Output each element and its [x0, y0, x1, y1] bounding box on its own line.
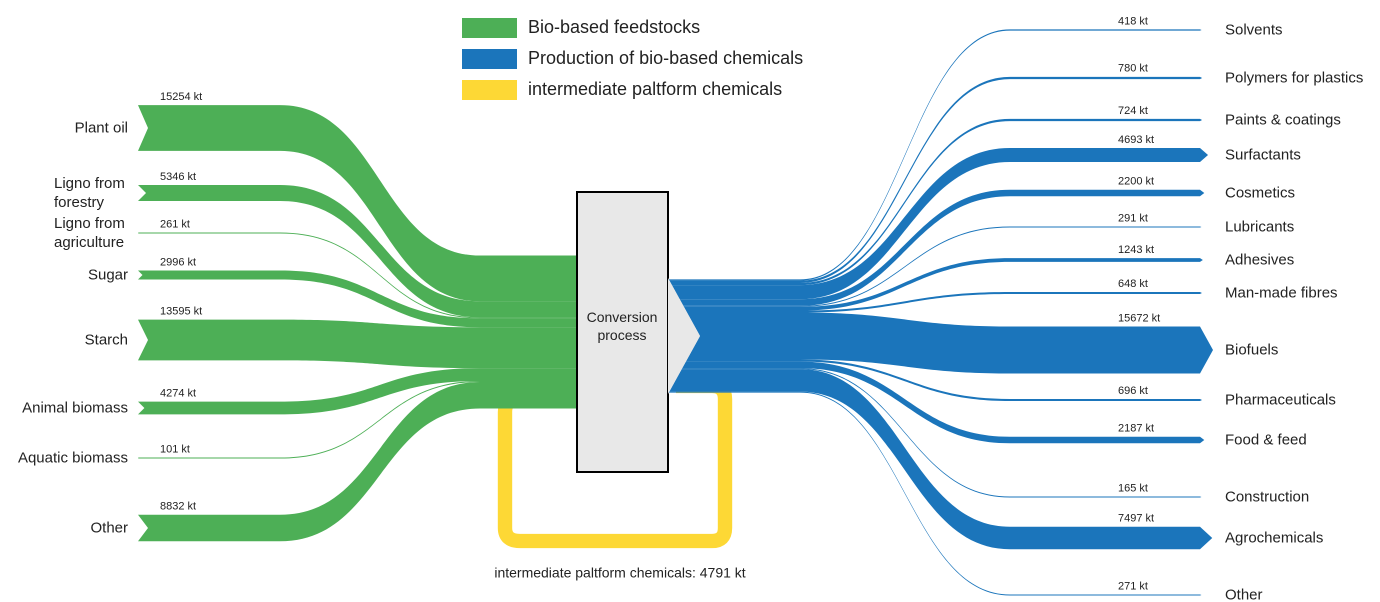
target-label: Cosmetics	[1225, 184, 1296, 202]
target-value-label: 696 kt	[1118, 385, 1148, 397]
legend-swatch	[462, 80, 517, 100]
target-label: Lubricants	[1225, 218, 1295, 236]
target-label: Other	[1225, 586, 1263, 602]
target-label: Pharmaceuticals	[1225, 391, 1336, 409]
source-value-label: 101 kt	[160, 443, 190, 455]
source-label: Ligno from forestry	[54, 175, 125, 211]
conversion-box	[576, 191, 669, 473]
target-flow	[668, 312, 1213, 374]
target-label: Construction	[1225, 488, 1310, 506]
source-flow	[138, 270, 580, 328]
target-label: Man-made fibres	[1225, 284, 1338, 302]
source-flow	[138, 368, 580, 415]
source-flow	[138, 105, 580, 302]
legend-label: intermediate paltform chemicals	[528, 79, 782, 99]
legend-swatch	[462, 49, 517, 69]
target-value-label: 780 kt	[1118, 63, 1148, 75]
loop-label: intermediate paltform chemicals: 4791 kt	[494, 565, 745, 581]
target-value-label: 7497 kt	[1118, 513, 1154, 525]
target-value-label: 2187 kt	[1118, 423, 1154, 435]
target-label: Agrochemicals	[1225, 529, 1324, 547]
target-value-label: 418 kt	[1118, 15, 1148, 27]
target-value-label: 4693 kt	[1118, 134, 1154, 146]
target-value-label: 724 kt	[1118, 105, 1148, 117]
source-label: Aquatic biomass	[17, 449, 128, 467]
source-value-label: 261 kt	[160, 218, 190, 230]
legend-swatch	[462, 18, 517, 38]
box-arrow	[668, 278, 700, 394]
target-value-label: 291 kt	[1118, 212, 1148, 224]
target-value-label: 165 kt	[1118, 482, 1148, 494]
target-value-label: 1243 kt	[1118, 244, 1154, 256]
target-label: Polymers for plastics	[1225, 69, 1364, 87]
target-value-label: 648 kt	[1118, 278, 1148, 290]
source-value-label: 15254 kt	[160, 91, 202, 103]
source-value-label: 8832 kt	[160, 501, 196, 513]
source-value-label: 13595 kt	[160, 306, 202, 318]
target-label: Solvents	[1225, 21, 1283, 39]
target-label: Paints & coatings	[1225, 111, 1341, 129]
legend-label: Production of bio-based chemicals	[528, 48, 803, 68]
target-flow	[668, 369, 1213, 550]
target-value-label: 15672 kt	[1118, 312, 1160, 324]
source-value-label: 4274 kt	[160, 387, 196, 399]
legend-label: Bio-based feedstocks	[528, 17, 700, 37]
target-label: Surfactants	[1225, 146, 1301, 164]
source-label: Other	[90, 519, 128, 537]
target-value-label: 2200 kt	[1118, 176, 1154, 188]
source-flow	[138, 319, 580, 369]
target-label: Food & feed	[1225, 431, 1307, 449]
source-label: Animal biomass	[22, 399, 128, 417]
source-label: Sugar	[87, 266, 128, 284]
source-value-label: 5346 kt	[160, 171, 196, 183]
source-flow	[138, 381, 580, 542]
target-label: Adhesives	[1225, 251, 1295, 269]
source-value-label: 2996 kt	[160, 256, 196, 268]
source-label: Plant oil	[74, 119, 128, 137]
center-label: Conversion process	[587, 309, 658, 343]
target-value-label: 271 kt	[1118, 580, 1148, 592]
source-label: Ligno from agriculture	[54, 215, 125, 251]
target-label: Biofuels	[1225, 341, 1279, 359]
source-label: Starch	[84, 331, 128, 349]
source-flow	[138, 184, 580, 318]
